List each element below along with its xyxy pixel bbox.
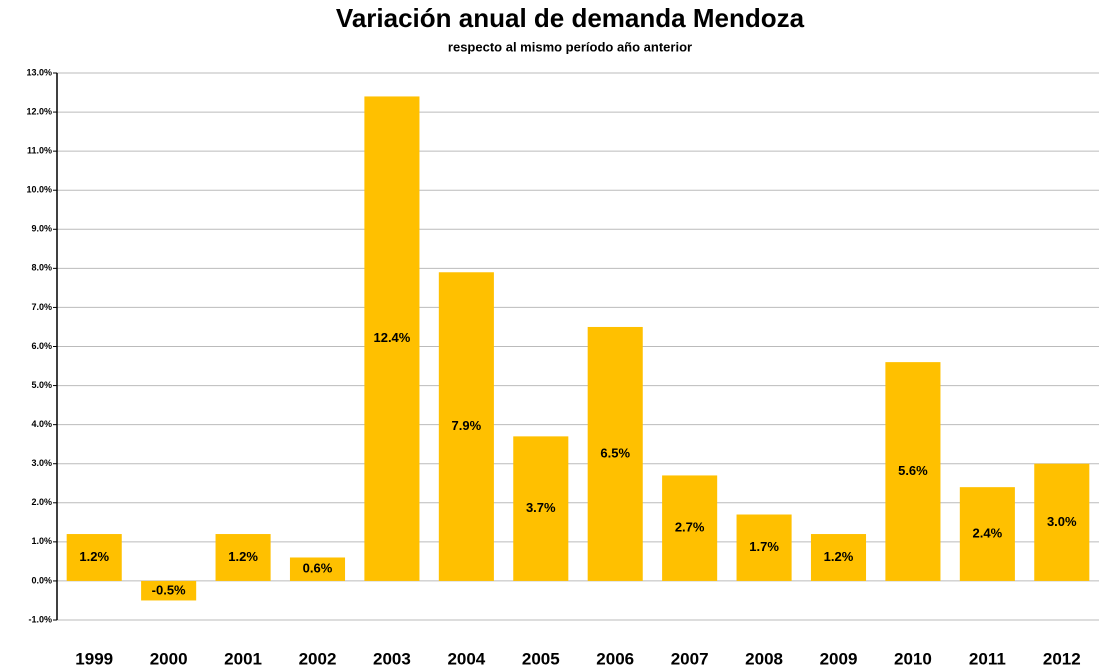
data-label: 6.5%	[600, 445, 630, 460]
bar	[364, 96, 420, 581]
chart-subtitle: respecto al mismo período año anterior	[448, 39, 692, 54]
data-label: 0.6%	[303, 561, 333, 576]
x-tick-label: 2005	[522, 649, 560, 668]
bar	[289, 557, 346, 581]
data-label: 12.4%	[373, 330, 410, 345]
bar	[587, 326, 643, 581]
data-label: 1.2%	[824, 549, 854, 564]
bar	[141, 580, 197, 601]
x-tick-label: 2012	[1043, 649, 1081, 668]
y-tick-label: 4.0%	[31, 419, 52, 429]
y-tick-label: 9.0%	[31, 224, 52, 234]
x-tick-label: 2001	[224, 649, 262, 668]
bar	[885, 362, 941, 581]
data-label: 7.9%	[452, 418, 482, 433]
y-tick-label: 10.0%	[26, 185, 52, 195]
y-tick-label: 1.0%	[31, 536, 52, 546]
x-tick-label: 2006	[596, 649, 634, 668]
y-tick-label: 7.0%	[31, 302, 52, 312]
data-label: 3.0%	[1047, 514, 1077, 529]
bar	[736, 514, 792, 581]
x-tick-label: 1999	[75, 649, 113, 668]
x-tick-label: 2011	[969, 649, 1006, 668]
data-label: 1.2%	[79, 549, 109, 564]
bar	[1034, 463, 1090, 581]
bar	[66, 534, 122, 581]
bar	[810, 534, 867, 581]
bar	[662, 475, 718, 581]
x-tick-label: 2004	[447, 649, 485, 668]
y-tick-label: -1.0%	[28, 614, 52, 624]
bar	[959, 487, 1015, 581]
y-tick-label: 11.0%	[27, 146, 52, 156]
data-label: 3.7%	[526, 500, 556, 515]
x-tick-label: 2003	[373, 649, 411, 668]
y-tick-label: 2.0%	[31, 497, 52, 507]
data-label: 1.2%	[228, 549, 258, 564]
y-tick-label: 12.0%	[26, 106, 52, 116]
y-tick-label: 3.0%	[31, 458, 52, 468]
x-tick-label: 2000	[150, 649, 188, 668]
data-label: 1.7%	[749, 539, 779, 554]
y-tick-label: 5.0%	[31, 380, 52, 390]
chart-title: Variación anual de demanda Mendoza	[336, 3, 805, 33]
x-tick-label: 2008	[745, 649, 783, 668]
bar	[438, 272, 494, 581]
x-tick-label: 2002	[299, 649, 337, 668]
data-label: 2.7%	[675, 520, 705, 535]
x-tick-label: 2010	[894, 649, 932, 668]
data-label: 2.4%	[973, 525, 1003, 540]
bar	[513, 436, 569, 581]
bar	[215, 534, 271, 581]
y-tick-label: 13.0%	[26, 67, 52, 77]
y-tick-label: 8.0%	[31, 263, 52, 273]
data-label: 5.6%	[898, 463, 928, 478]
x-tick-label: 2007	[671, 649, 709, 668]
y-tick-label: 6.0%	[31, 341, 52, 351]
data-label: -0.5%	[152, 582, 186, 597]
y-tick-label: 0.0%	[31, 575, 52, 585]
x-tick-label: 2009	[820, 649, 858, 668]
